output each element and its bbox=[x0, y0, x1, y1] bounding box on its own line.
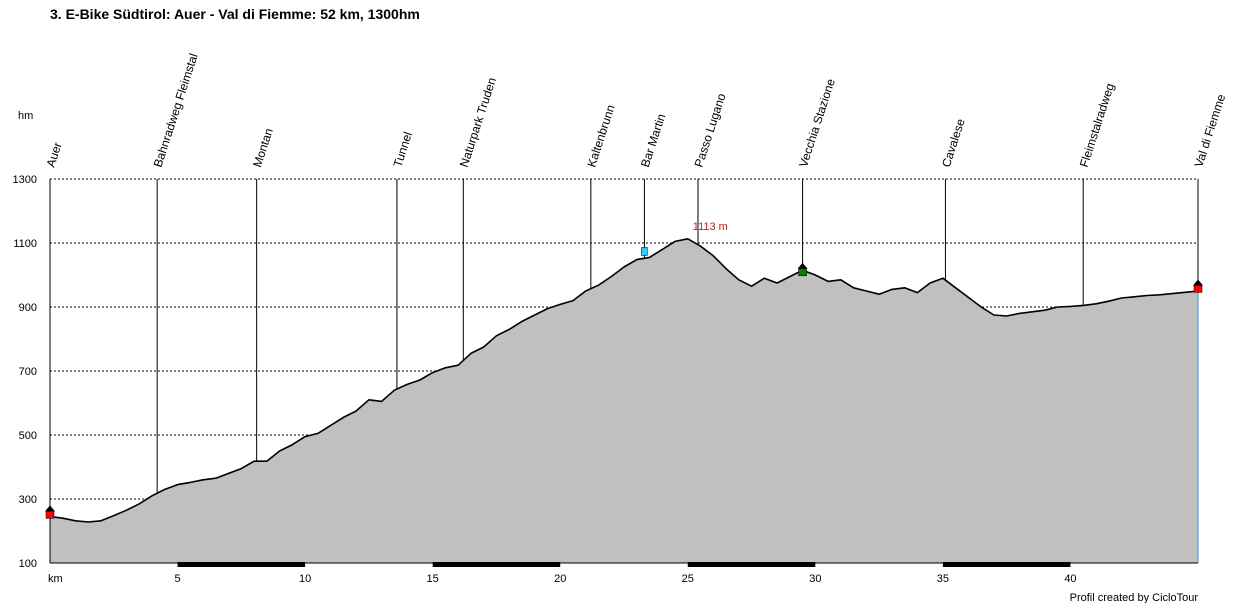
y-axis-label: hm bbox=[18, 110, 33, 122]
waypoint-label-0: Auer bbox=[44, 140, 65, 168]
footer-credit: Profil created by CicloTour bbox=[1070, 592, 1199, 603]
marker-start-end-0 bbox=[45, 511, 55, 519]
chart-title: 3. E-Bike Südtirol: Auer - Val di Fiemme… bbox=[50, 6, 420, 22]
x-tick-10: 10 bbox=[299, 573, 311, 585]
waypoint-label-2: Montan bbox=[250, 127, 276, 169]
km-bar-segment-2 bbox=[687, 562, 816, 567]
y-tick-300: 300 bbox=[19, 494, 37, 506]
waypoint-label-11: Val di Fiemme bbox=[1192, 92, 1229, 169]
profile-fill bbox=[50, 238, 1198, 564]
y-tick-1100: 1100 bbox=[13, 238, 37, 250]
x-tick-30: 30 bbox=[809, 573, 821, 585]
markers bbox=[45, 247, 1203, 519]
x-axis-label: km bbox=[48, 573, 63, 585]
x-tick-5: 5 bbox=[174, 573, 180, 585]
km-bar-segment-0 bbox=[177, 562, 306, 567]
waypoint-label-10: Fleimstalradweg bbox=[1077, 82, 1117, 169]
x-tick-25: 25 bbox=[682, 573, 694, 585]
y-tick-100: 100 bbox=[19, 558, 37, 570]
waypoint-label-5: Kaltenbrunn bbox=[584, 103, 617, 169]
y-tick-1300: 1300 bbox=[13, 174, 37, 186]
x-tick-40: 40 bbox=[1064, 573, 1076, 585]
waypoint-label-7: Passo Lugano bbox=[692, 91, 729, 169]
marker-bar-cafe-1 bbox=[641, 247, 648, 256]
profile-area bbox=[49, 238, 1199, 564]
waypoint-label-4: Naturpark Truden bbox=[457, 76, 499, 169]
waypoint-label-3: Tunnel bbox=[390, 130, 415, 169]
waypoint-label-8: Vecchia Stazione bbox=[796, 77, 838, 169]
x-tick-35: 35 bbox=[937, 573, 949, 585]
km-bar-segment-1 bbox=[432, 562, 561, 567]
peak-label: 1113 m bbox=[693, 221, 728, 233]
axes bbox=[49, 179, 1198, 567]
marker-start-end-3 bbox=[1193, 285, 1203, 293]
profile-line bbox=[49, 238, 1199, 523]
waypoint-label-1: Bahnradweg Fleimstal bbox=[151, 52, 201, 169]
marker-station-2 bbox=[798, 268, 807, 277]
y-tick-900: 900 bbox=[19, 302, 37, 314]
marker-roof-0 bbox=[45, 505, 55, 512]
waypoint-label-6: Bar Martin bbox=[638, 112, 668, 169]
x-tick-15: 15 bbox=[427, 573, 439, 585]
waypoint-label-9: Cavalese bbox=[939, 117, 968, 169]
y-tick-700: 700 bbox=[19, 366, 37, 378]
km-bar-segment-3 bbox=[942, 562, 1071, 567]
x-tick-20: 20 bbox=[554, 573, 566, 585]
marker-roof-3 bbox=[1193, 279, 1203, 286]
marker-roof-2 bbox=[797, 262, 808, 269]
y-tick-500: 500 bbox=[19, 430, 37, 442]
